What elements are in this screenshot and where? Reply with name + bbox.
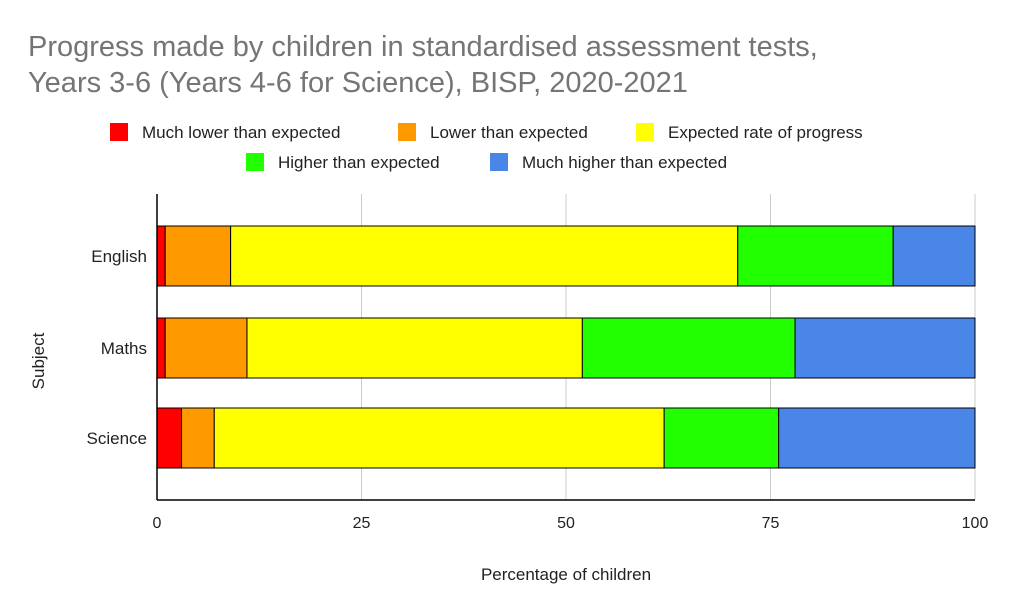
legend-label-higher-than-expected: Higher than expected [278, 153, 440, 172]
chart-legend: Much lower than expected Lower than expec… [110, 123, 863, 172]
bar-science-higher-than-expected [663, 407, 780, 469]
legend-label-much-lower-than-expected: Much lower than expected [142, 123, 340, 142]
bars [156, 225, 976, 469]
axes [156, 194, 975, 501]
x-tick-label-100: 100 [962, 515, 989, 532]
bar-english-expected-rate-of-progress [230, 225, 739, 287]
legend-label-expected-rate-of-progress: Expected rate of progress [668, 123, 863, 142]
y-category-label-maths: Maths [101, 339, 147, 358]
legend-swatch-higher-than-expected [246, 153, 264, 171]
legend-swatch-lower-than-expected [398, 123, 416, 141]
legend-label-much-higher-than-expected: Much higher than expected [522, 153, 727, 172]
bar-science-lower-than-expected [181, 407, 215, 469]
bar-maths-expected-rate-of-progress [246, 317, 583, 379]
y-axis-label: Subject [29, 332, 48, 389]
bar-science-much-higher-than-expected [778, 407, 976, 469]
bar-maths-lower-than-expected [164, 317, 248, 379]
chart-title-line-2: Years 3-6 (Years 4-6 for Science), BISP,… [28, 67, 688, 99]
bar-english-lower-than-expected [164, 225, 232, 287]
bar-english-higher-than-expected [737, 225, 894, 287]
chart-title-line-1: Progress made by children in standardise… [28, 31, 818, 63]
x-axis-ticks: 0 25 50 75 100 [153, 515, 989, 532]
legend-swatch-expected-rate-of-progress [636, 123, 654, 141]
legend-swatch-much-higher-than-expected [490, 153, 508, 171]
y-axis-categories: English Maths Science [87, 247, 147, 448]
bar-english-much-higher-than-expected [892, 225, 976, 287]
y-category-label-science: Science [87, 429, 147, 448]
x-tick-label-25: 25 [353, 515, 371, 532]
legend-label-lower-than-expected: Lower than expected [430, 123, 588, 142]
x-tick-label-75: 75 [762, 515, 780, 532]
x-tick-label-0: 0 [153, 515, 162, 532]
bar-maths-much-lower-than-expected [156, 317, 166, 379]
bar-science-much-lower-than-expected [156, 407, 183, 469]
bar-maths-higher-than-expected [581, 317, 796, 379]
bar-english-much-lower-than-expected [156, 225, 166, 287]
x-tick-label-50: 50 [557, 515, 575, 532]
x-axis-label: Percentage of children [481, 565, 651, 584]
y-category-label-english: English [91, 247, 147, 266]
legend-swatch-much-lower-than-expected [110, 123, 128, 141]
bar-maths-much-higher-than-expected [794, 317, 976, 379]
bar-science-expected-rate-of-progress [213, 407, 665, 469]
